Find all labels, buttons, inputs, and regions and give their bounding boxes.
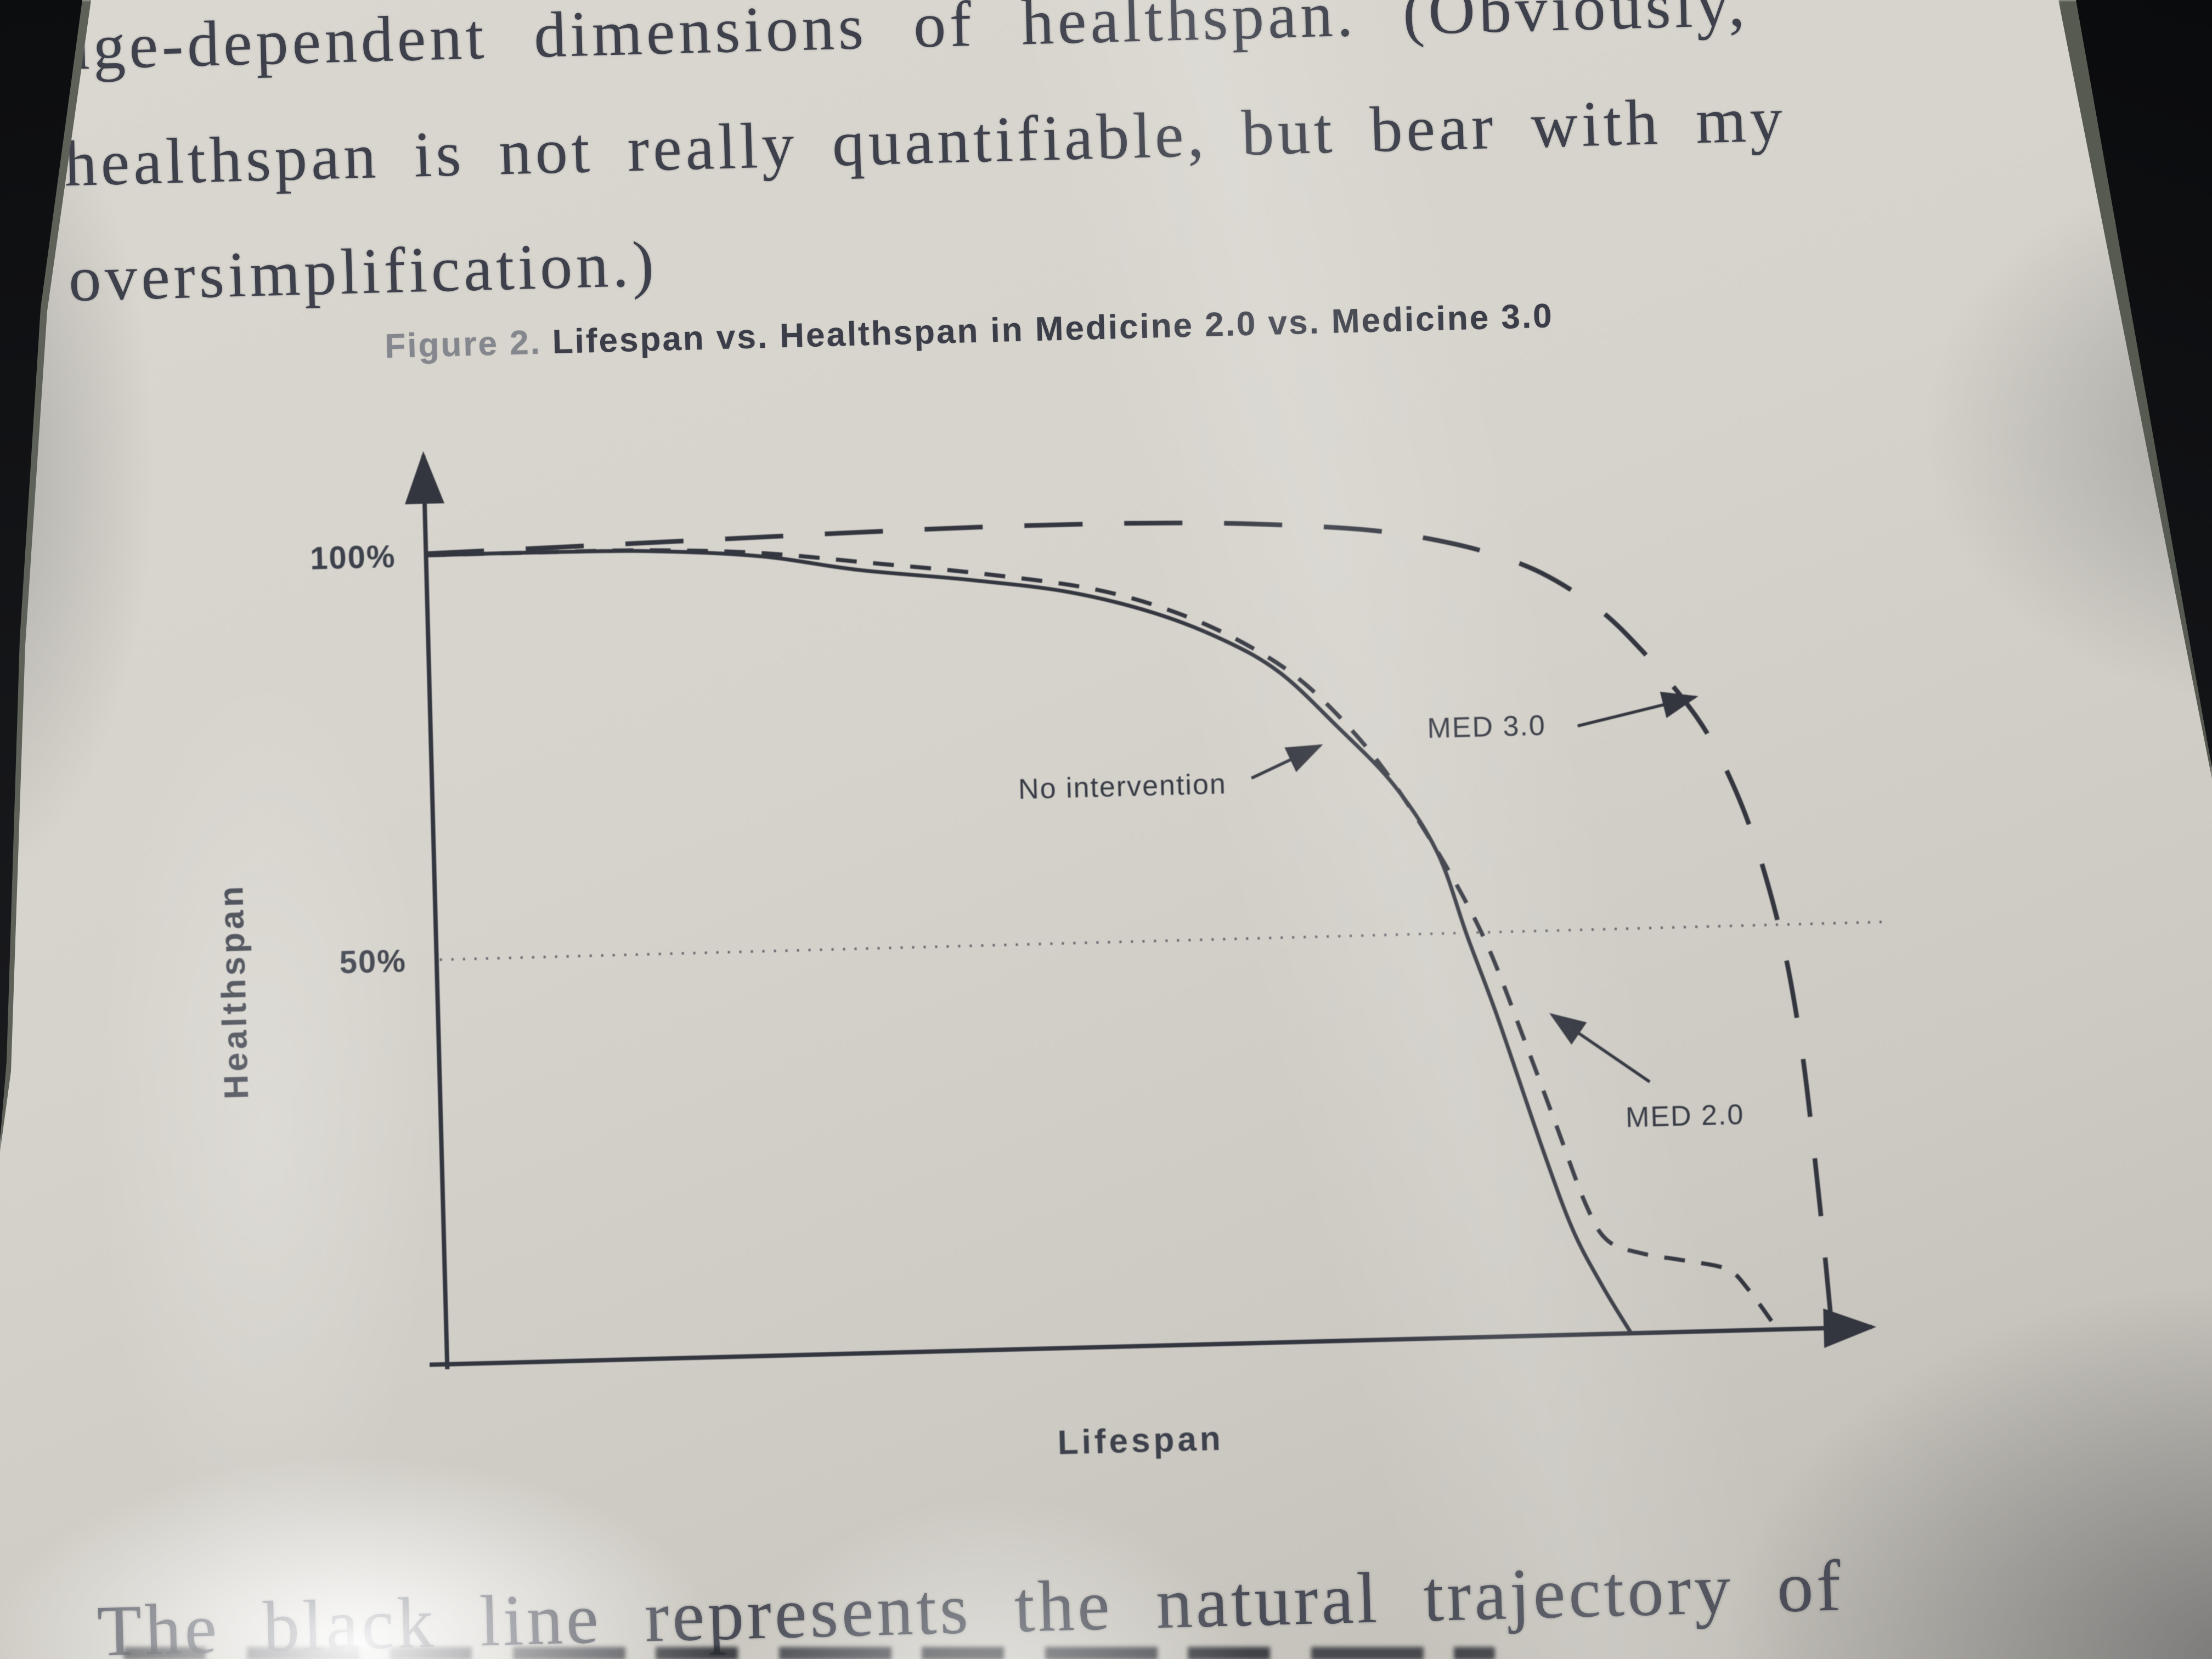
x-axis-label: Lifespan	[1057, 1420, 1224, 1462]
body-text-line-2: healthspan is not really quantifiable, b…	[63, 83, 1787, 200]
ytick-label-1: 50%	[339, 943, 407, 980]
annotation-label-1: MED 2.0	[1625, 1099, 1745, 1134]
figure-caption: Figure 2. Lifespan vs. Healthspan in Medi…	[385, 296, 1554, 366]
annotation-label-2: MED 3.0	[1427, 710, 1547, 745]
axes	[405, 451, 1884, 1369]
series-curve-2	[426, 520, 1835, 1329]
y-axis-label: Healthspan	[212, 883, 256, 1100]
annotation-arrows	[1250, 691, 1699, 1084]
body-text-line-3: oversimplification.)	[67, 228, 659, 315]
series-paths	[426, 520, 1835, 1335]
annotation-label-0: No intervention	[1018, 768, 1227, 805]
figure-caption-number: Figure 2.	[384, 323, 542, 366]
ytick-label-0: 100%	[309, 539, 396, 577]
figure-caption-title: Lifespan vs. Healthspan in Medicine 2.0 …	[551, 297, 1554, 362]
body-text-line-1: age-dependent dimensions of healthspan. …	[59, 0, 1750, 84]
figure-chart: 100% 50% Healthspan Lifespan No interven…	[212, 451, 1884, 1462]
clipped-next-line-glyph-tops	[123, 1647, 1495, 1659]
body-text-bottom-line: The black line represents the natural tr…	[96, 1545, 1845, 1659]
